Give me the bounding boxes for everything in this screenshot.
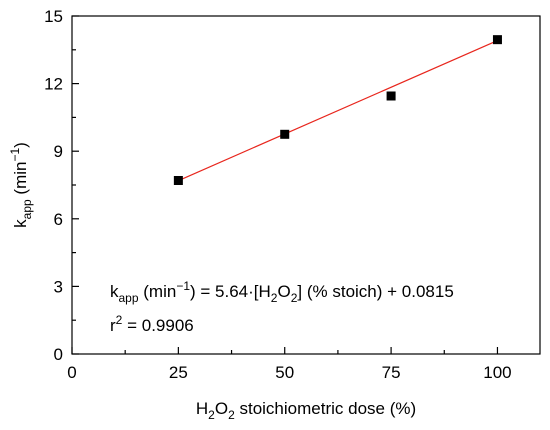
y-tick-label: 0 [54,345,63,364]
y-tick-label: 9 [54,142,63,161]
y-axis-title: kapp (min−1) [8,142,34,228]
x-tick-label: 25 [169,363,188,382]
equation-annotation: kapp (min−1) = 5.64·[H2O2] (% stoich) + … [110,279,454,305]
x-tick-label: 0 [67,363,76,382]
y-tick-label: 3 [54,277,63,296]
data-point [173,175,183,185]
x-tick-label: 100 [483,363,511,382]
x-axis-title: H2O2 stoichiometric dose (%) [196,399,416,422]
fit-line [178,40,498,182]
fit-line-group [178,40,498,182]
data-point [280,129,290,139]
r-squared-annotation: r2 = 0.9906 [110,313,194,335]
y-tick-label: 6 [54,210,63,229]
data-point [386,91,396,101]
y-axis-ticks: 0 3 6 9 12 15 [44,7,79,364]
data-point [492,35,502,45]
data-points [173,35,502,185]
x-axis-ticks: 0 25 50 75 100 [67,347,512,382]
y-tick-label: 12 [44,75,63,94]
x-tick-label: 50 [275,363,294,382]
y-tick-label: 15 [44,7,63,26]
x-tick-label: 75 [382,363,401,382]
plot-frame [71,15,541,355]
